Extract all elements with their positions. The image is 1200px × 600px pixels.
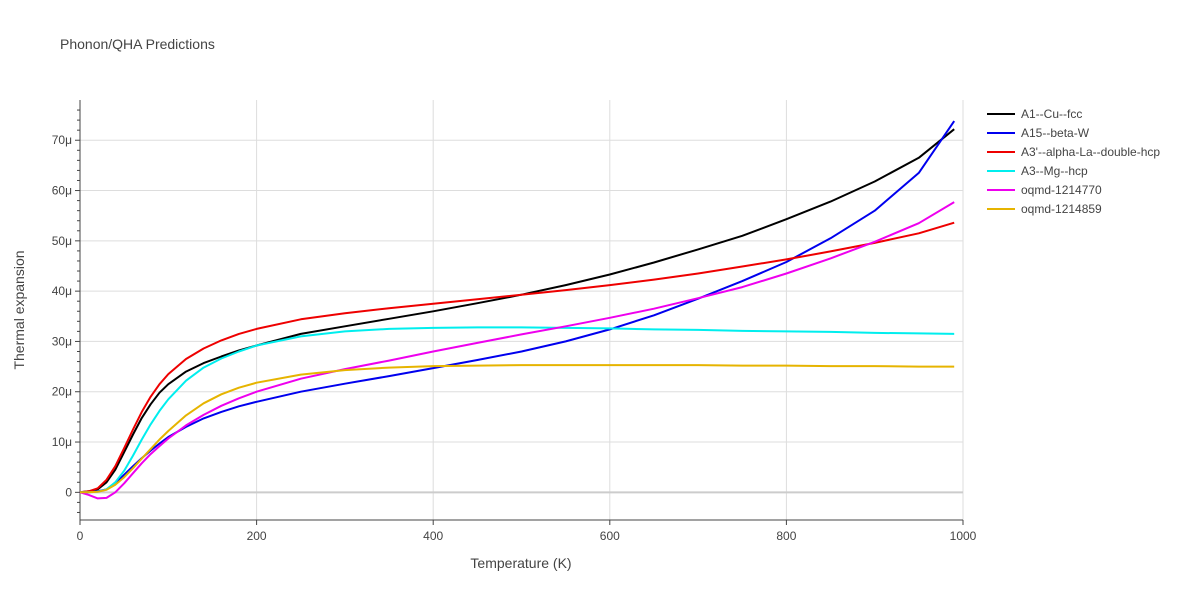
y-axis-title: Thermal expansion [11, 250, 27, 369]
legend-label: A15--beta-W [1021, 126, 1090, 140]
x-tick-label: 400 [423, 529, 443, 543]
series-layer [79, 120, 956, 500]
legend-label: oqmd-1214770 [1021, 183, 1102, 197]
x-tick-label: 0 [77, 529, 84, 543]
legend-label: A1--Cu--fcc [1021, 107, 1082, 121]
legend-label: A3--Mg--hcp [1021, 164, 1088, 178]
x-axis-title: Temperature (K) [470, 555, 571, 571]
x-tick-label: 600 [600, 529, 620, 543]
legend-item[interactable]: A15--beta-W [987, 126, 1090, 140]
legend-item[interactable]: A3--Mg--hcp [987, 164, 1088, 178]
y-tick-label: 30μ [52, 334, 72, 348]
y-tick-label: 60μ [52, 184, 72, 198]
series-line-4 [80, 326, 955, 494]
legend-item[interactable]: A1--Cu--fcc [987, 107, 1082, 121]
series-line-6 [80, 364, 955, 494]
legend[interactable]: A1--Cu--fcc A15--beta-W A3'--alpha-La--dou… [987, 107, 1160, 216]
y-tick-label: 40μ [52, 284, 72, 298]
series-line-5 [79, 201, 955, 500]
series-line-3 [79, 221, 955, 494]
legend-item[interactable]: oqmd-1214859 [987, 202, 1102, 216]
y-tick-label: 70μ [52, 133, 72, 147]
chart-title: Phonon/QHA Predictions [60, 36, 215, 52]
x-tick-label: 200 [247, 529, 267, 543]
legend-item[interactable]: oqmd-1214770 [987, 183, 1102, 197]
x-tick-label: 1000 [950, 529, 977, 543]
x-tick-label: 800 [776, 529, 796, 543]
series-line-1 [79, 128, 955, 494]
legend-item[interactable]: A3'--alpha-La--double-hcp [987, 145, 1160, 159]
y-tick-label: 10μ [52, 435, 72, 449]
legend-label: oqmd-1214859 [1021, 202, 1102, 216]
axis-layer: 0 200 400 600 800 1000 0 10μ 20μ 30μ 40μ 50μ 60μ 70μ [52, 100, 977, 543]
y-tick-label: 20μ [52, 385, 72, 399]
y-tick-label: 50μ [52, 234, 72, 248]
grid-layer [80, 100, 964, 520]
legend-label: A3'--alpha-La--double-hcp [1021, 145, 1160, 159]
y-tick-label: 0 [65, 485, 72, 499]
series-line-2 [80, 120, 956, 494]
